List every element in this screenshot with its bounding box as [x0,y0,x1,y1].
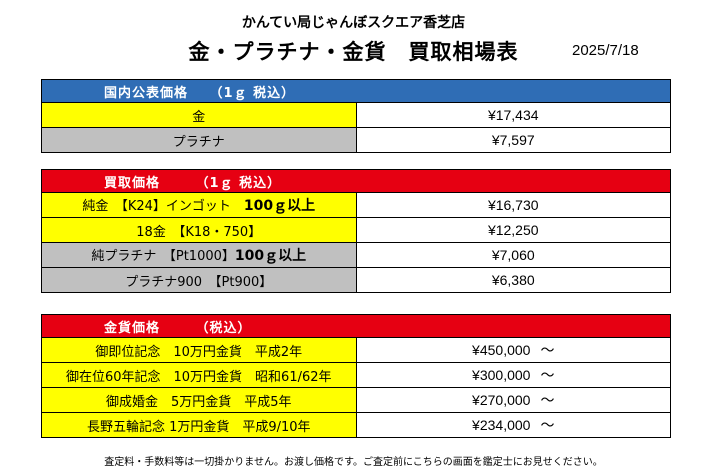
metal-label: プラチナ [41,127,357,153]
coin-label: 長野五輪記念 1万円金貨 平成9/10年 [41,412,357,438]
page-title: 金・プラチナ・金貨 買取相場表 [188,40,519,64]
coin-price-heading: 金貨価格 （税込） [41,314,671,338]
buy-price-heading: 買取価格 （1ｇ 税込） [41,169,671,193]
table-row: 純プラチナ 【Pt1000】100ｇ以上 ¥7,060 [41,242,671,268]
price-value: ¥12,250 [355,217,671,243]
table-row: 金 ¥17,434 [41,102,671,128]
min-weight-note: 100ｇ以上 [243,198,316,214]
price-value: ¥6,380 [355,267,671,293]
price-value: ¥16,730 [355,192,671,218]
table-row: 18金 【K18・750】 ¥12,250 [41,217,671,243]
public-price-heading: 国内公表価格 （1ｇ 税込） [41,79,671,103]
buy-price-table: 買取価格 （1ｇ 税込） 純金 【K24】インゴット 100ｇ以上 ¥16,73… [41,169,671,293]
price-value: ¥7,597 [355,127,671,153]
table-row: プラチナ900 【Pt900】 ¥6,380 [41,267,671,293]
item-label: 18金 【K18・750】 [41,217,357,243]
table-row: 純金 【K24】インゴット 100ｇ以上 ¥16,730 [41,192,671,218]
coin-price-table: 金貨価格 （税込） 御即位記念 10万円金貨 平成2年 ¥450,000 ～ 御在… [41,314,671,438]
footer-note: 査定料・手数料等は一切掛かりません。お渡し価格です。ご査定前にこちらの画面を鑑定… [104,457,603,468]
table-row: 長野五輪記念 1万円金貨 平成9/10年 ¥234,000 ～ [41,412,671,438]
price-value: ¥270,000 ～ [355,387,671,413]
metal-label: 金 [41,102,357,128]
price-date: 2025/7/18 [572,42,639,59]
price-value: ¥17,434 [355,102,671,128]
table-row: プラチナ ¥7,597 [41,127,671,153]
table-row: 御即位記念 10万円金貨 平成2年 ¥450,000 ～ [41,337,671,363]
coin-label: 御在位60年記念 10万円金貨 昭和61/62年 [41,362,357,388]
item-label: プラチナ900 【Pt900】 [41,267,357,293]
price-value: ¥450,000 ～ [355,337,671,363]
price-value: ¥234,000 ～ [355,412,671,438]
price-value: ¥7,060 [355,242,671,268]
min-weight-note: 100ｇ以上 [234,248,307,264]
price-value: ¥300,000 ～ [355,362,671,388]
coin-label: 御成婚金 5万円金貨 平成5年 [41,387,357,413]
item-label: 純金 【K24】インゴット 100ｇ以上 [41,192,357,218]
item-label: 純プラチナ 【Pt1000】100ｇ以上 [41,242,357,268]
coin-label: 御即位記念 10万円金貨 平成2年 [41,337,357,363]
table-row: 御成婚金 5万円金貨 平成5年 ¥270,000 ～ [41,387,671,413]
public-price-table: 国内公表価格 （1ｇ 税込） 金 ¥17,434 プラチナ ¥7,597 [41,79,671,153]
store-name: かんてい局じゃんぼスクエア香芝店 [241,15,466,31]
table-row: 御在位60年記念 10万円金貨 昭和61/62年 ¥300,000 ～ [41,362,671,388]
